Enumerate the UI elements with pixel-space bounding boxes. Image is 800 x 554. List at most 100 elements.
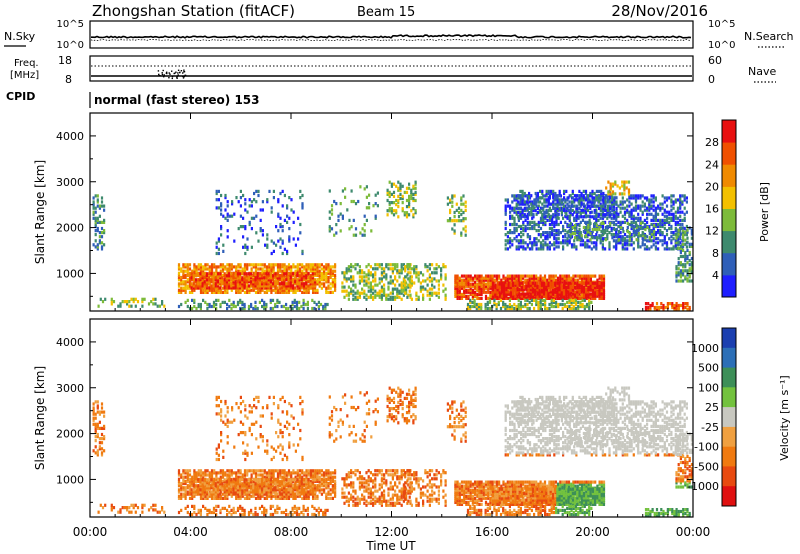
power-cell [424,279,427,283]
power-cell [545,194,548,198]
power-cell [515,235,518,239]
power-cell [311,274,314,278]
power-cell [303,267,306,271]
power-cell [252,271,255,275]
power-cell [467,296,470,300]
power-cell [188,284,192,288]
power-cell [337,218,340,222]
power-cell [449,198,452,202]
power-cell [230,306,233,311]
power-cell [670,198,673,202]
power-cell [303,290,306,294]
power-cell [454,288,457,292]
power-cell [533,237,536,241]
power-cell [219,272,222,276]
power-cell [602,296,605,300]
power-cell [426,265,429,269]
power-cell [554,296,557,300]
power-cell [480,286,483,290]
power-cell [513,206,516,210]
power-cell [602,213,605,217]
power-cell [401,209,404,213]
power-cell [458,286,461,290]
power-cell [383,275,386,279]
power-cell [454,290,457,294]
power-cell [562,294,566,298]
power-cell [296,280,299,284]
power-cell [639,194,642,198]
power-cell [580,236,583,240]
power-cell [294,265,297,269]
power-cell [685,233,688,237]
power-cell [651,302,654,306]
power-cell [272,249,275,253]
power-cell [250,278,253,282]
power-cell [500,283,504,287]
power-cell [298,282,301,286]
power-cell [228,276,231,280]
power-cell [469,274,472,278]
power-cell [363,275,366,279]
power-cell [556,194,559,198]
power-cell [565,278,568,282]
power-cell [553,233,556,237]
power-cell [195,269,198,273]
power-cell [623,216,627,220]
power-cell [606,225,610,230]
power-cell [533,306,536,311]
power-cell [590,233,593,237]
power-cell [545,292,548,296]
power-cell [188,275,192,280]
power-cell [274,282,277,286]
power-cell [269,300,272,304]
power-cell [374,216,377,220]
power-cell [281,225,284,229]
power-cell [237,200,240,204]
power-cell [428,279,431,283]
power-cell [660,302,663,306]
power-cell [278,300,281,304]
power-cell [565,285,568,290]
power-cell [560,200,563,204]
power-cell [593,236,596,240]
power-cell [576,208,579,213]
power-cell [569,232,572,236]
power-cell [480,278,483,282]
power-cell [395,211,398,215]
power-cell [250,288,253,292]
power-cell [245,272,248,276]
power-cell [578,296,581,300]
power-cell [433,277,436,281]
power-cell [582,288,586,292]
power-cell [632,218,635,222]
power-cell [489,290,492,294]
power-cell [100,235,104,239]
power-cell [684,275,687,279]
power-cell [657,206,660,210]
power-cell [578,294,581,298]
power-cell [567,204,570,208]
power-cell [536,191,539,196]
power-cell [193,263,196,267]
power-cell [316,282,319,286]
power-cell [521,208,524,213]
power-cell [369,271,372,275]
power-cell [585,292,588,296]
power-cell [323,278,326,282]
power-cell [237,265,240,269]
power-cell [279,265,282,269]
power-cell [558,292,561,296]
power-cell [672,194,675,198]
power-cell [528,247,532,251]
power-cell [363,187,366,191]
power-cell [205,274,209,278]
power-cell [217,206,220,210]
power-cell [528,241,532,245]
power-cell [305,274,308,278]
power-cell [581,276,584,280]
power-cell [356,289,359,293]
power-cell [261,271,264,275]
power-cell [274,274,277,278]
power-cell [350,225,353,229]
power-cell [531,243,534,247]
